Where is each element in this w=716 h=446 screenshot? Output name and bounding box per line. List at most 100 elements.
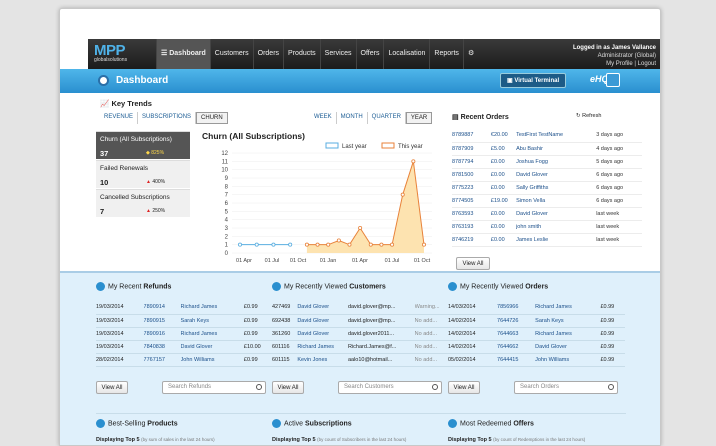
customer-row-cell: Richard.James@f... <box>347 340 415 354</box>
nav-offers[interactable]: Offers <box>355 39 384 69</box>
customer-row[interactable]: 361260 David Glover david.glover2011... No … <box>272 327 449 341</box>
nav-products[interactable]: Products <box>283 39 320 69</box>
order-row[interactable]: 8789887 €20.00 TestFirst TestName 3 days ag… <box>452 129 642 143</box>
y-tick-label: 12 <box>221 151 228 157</box>
refund-row[interactable]: 28/02/2014 7767157 John Williams £0.99 <box>96 353 273 367</box>
order-row-cell: 4 days ago <box>596 142 642 156</box>
search-refunds-input[interactable]: Search Refunds <box>162 381 266 394</box>
refund-row-cell: 7890916 <box>143 327 181 341</box>
kpi-change: ▲ 400% <box>146 179 165 185</box>
virtual-terminal-button[interactable]: ▣ Virtual Terminal <box>500 73 567 88</box>
active-subscriptions-header: Active Subscriptions <box>272 419 352 428</box>
customer-row-cell: aalo10@hotmail... <box>347 353 415 367</box>
order-row[interactable]: 8746219 £0.00 James Leslie last week <box>452 233 642 247</box>
order-row[interactable]: 8775223 £0.00 Sally Griffiths 6 days ago <box>452 181 642 195</box>
tab-subscriptions[interactable]: SUBSCRIPTIONS <box>138 112 197 124</box>
product-icon <box>96 419 105 428</box>
order-row-cell: 6 days ago <box>596 181 642 195</box>
nav-localisation[interactable]: Localisation <box>383 39 429 69</box>
active-subscriptions-subtitle: Displaying Top 5 (by count of Subscriber… <box>272 437 406 443</box>
customers-view-all-button[interactable]: View All <box>272 381 304 394</box>
customer-row-cell: 692438 <box>272 314 298 328</box>
nav-customers[interactable]: Customers <box>209 39 253 69</box>
customer-row[interactable]: 601115 Kevin Jones aalo10@hotmail... No add… <box>272 353 449 367</box>
active-subscriptions-title-bold: Subscriptions <box>305 420 352 428</box>
refund-row[interactable]: 19/03/2014 7890915 Sarah Keys £0.99 <box>96 314 273 328</box>
orders-view-all-button[interactable]: View All <box>448 381 480 394</box>
refund-row[interactable]: 19/03/2014 7840838 David Glover £10.00 <box>96 340 273 354</box>
legend-swatch-last-year <box>325 142 339 149</box>
y-tick-label: 1 <box>225 243 229 249</box>
search-icon[interactable] <box>432 384 438 390</box>
search-icon[interactable] <box>608 384 614 390</box>
refund-row-cell: 7890915 <box>143 314 181 328</box>
order-history-row[interactable]: 14/02/2014 7644663 Richard James £0.99 <box>448 327 625 341</box>
refunds-view-all-button[interactable]: View All <box>96 381 128 394</box>
tab-week[interactable]: WEEK <box>310 112 337 124</box>
order-row[interactable]: 8774505 £19.00 Simon Vella 6 days ago <box>452 194 642 208</box>
kpi-cancelled[interactable]: Cancelled Subscriptions 7 ▲ 250% <box>96 189 190 217</box>
kpi-churn[interactable]: Churn (All Subscriptions) 37 ◆ 825% <box>96 131 190 159</box>
profile-logout-links[interactable]: My Profile | Logout <box>606 61 656 67</box>
kpi-value: 10 <box>100 178 109 187</box>
customer-row[interactable]: 692438 David Glover david.glover@mp... No a… <box>272 314 449 328</box>
customer-row[interactable]: 601116 Richard James Richard.James@f... No … <box>272 340 449 354</box>
refund-row[interactable]: 19/03/2014 7890914 Richard James £0.99 <box>96 301 273 315</box>
top-navigation-bar: MPP globalsolutions ☰ Dashboard Customers… <box>88 39 660 69</box>
refund-row-cell: 19/03/2014 <box>96 314 144 328</box>
order-row-cell: 8789887 <box>452 129 491 143</box>
order-history-row[interactable]: 14/02/2014 7644726 Sarah Keys £0.99 <box>448 314 625 328</box>
display-top: Displaying Top 5 <box>272 437 316 443</box>
tab-churn[interactable]: CHURN <box>196 112 228 124</box>
tab-revenue[interactable]: REVENUE <box>100 112 139 124</box>
kpi-failed-renewals[interactable]: Failed Renewals 10 ▲ 400% <box>96 160 190 188</box>
ehq-link[interactable]: eHQ <box>590 74 609 84</box>
search-icon[interactable] <box>256 384 262 390</box>
refund-row-cell: 7890914 <box>143 301 181 315</box>
nav-dashboard[interactable]: ☰ Dashboard <box>156 39 210 69</box>
ehq-chart-icon[interactable] <box>606 73 620 87</box>
customer-row[interactable]: 427469 David Glover david.glover@mp... Warn… <box>272 301 449 315</box>
legend-label-last-year: Last year <box>342 144 367 150</box>
last-year-point <box>271 242 276 247</box>
y-tick-label: 4 <box>225 218 229 224</box>
search-customers-input[interactable]: Search Customers <box>338 381 442 394</box>
order-row-cell: 8746219 <box>452 233 491 247</box>
recent-orders-view-all-button[interactable]: View All <box>456 257 490 270</box>
kpi-change-value: 825% <box>151 150 165 156</box>
order-row[interactable]: 8763193 £0.00 john smith last week <box>452 220 642 234</box>
tab-month[interactable]: MONTH <box>337 112 368 124</box>
mpp-logo[interactable]: MPP globalsolutions <box>94 43 127 63</box>
display-note: (by count of Redemptions in the last 24 … <box>493 437 586 442</box>
search-orders-input[interactable]: Search Orders <box>514 381 618 394</box>
best-selling-title-pre: Best-Selling <box>108 420 148 428</box>
x-tick-label: 01 Apr <box>352 258 368 264</box>
nav-reports[interactable]: Reports <box>429 39 463 69</box>
refund-row[interactable]: 19/03/2014 7890916 Richard James £0.99 <box>96 327 273 341</box>
order-history-row[interactable]: 14/03/2014 7856966 Richard James £0.99 <box>448 301 625 315</box>
customers-title-bold: Customers <box>349 283 386 291</box>
legend-swatch-this-year <box>381 142 395 149</box>
nav-services[interactable]: Services <box>319 39 356 69</box>
y-tick-label: 5 <box>225 209 229 215</box>
order-row[interactable]: 8787794 £0.00 Joshua Fogg 5 days ago <box>452 155 642 169</box>
order-row[interactable]: 8763593 £0.00 David Glover last week <box>452 207 642 221</box>
lower-panels: My Recent Refunds 19/03/2014 7890914 Richa… <box>60 271 660 445</box>
order-history-row[interactable]: 05/02/2014 7644415 John Williams £0.99 <box>448 353 625 367</box>
app-window: MPP globalsolutions ☰ Dashboard Customers… <box>59 8 661 446</box>
settings-gear-icon[interactable]: ⚙ <box>462 39 478 69</box>
refresh-button[interactable]: ↻ Refresh <box>576 113 602 119</box>
refresh-label: Refresh <box>582 113 602 119</box>
page-title: Dashboard <box>116 75 169 86</box>
order-history-row[interactable]: 14/02/2014 7644662 David Glover £0.99 <box>448 340 625 354</box>
order-row[interactable]: 8787909 £5.00 Abu Bashir 4 days ago <box>452 142 642 156</box>
order-row-cell: Abu Bashir <box>516 142 597 156</box>
refund-row-cell: 7840838 <box>143 340 181 354</box>
logged-in-text: Logged in as James Vallance <box>572 45 656 51</box>
order-row[interactable]: 8781500 £0.00 David Glover 6 days ago <box>452 168 642 182</box>
nav-orders[interactable]: Orders <box>252 39 283 69</box>
customer-row-cell: David Glover <box>297 301 348 315</box>
last-year-point <box>254 242 259 247</box>
tab-year[interactable]: YEAR <box>405 112 433 124</box>
tab-quarter[interactable]: QUARTER <box>368 112 406 124</box>
